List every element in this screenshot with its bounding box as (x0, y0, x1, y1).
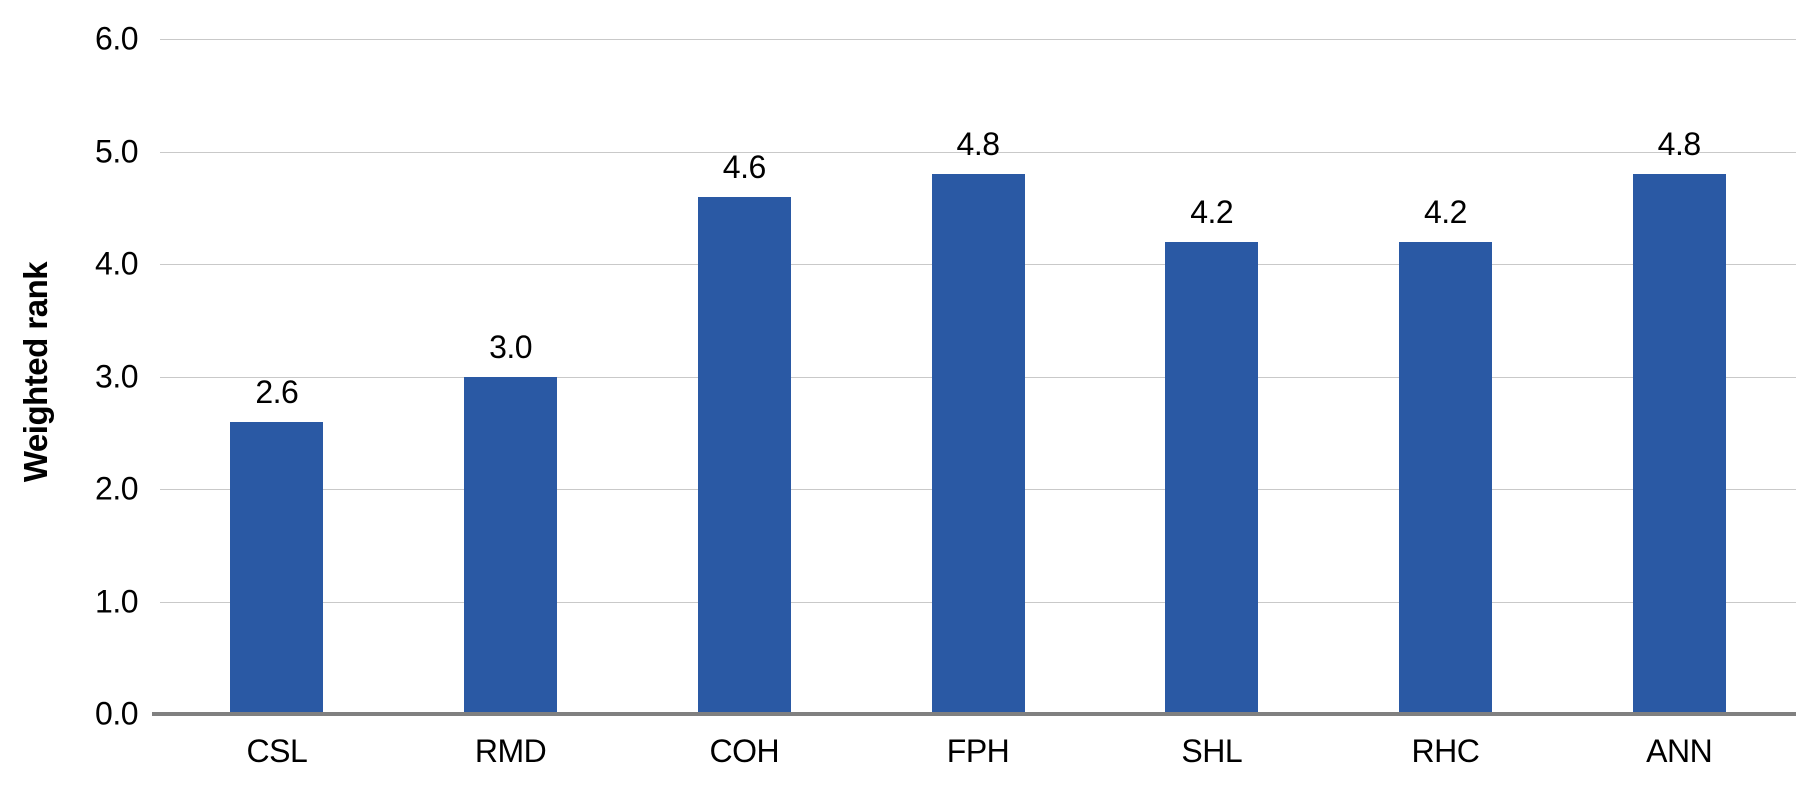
x-axis-labels: CSL RMD COH FPH SHL RHC ANN (160, 733, 1796, 770)
bar-slot-fph: 4.8 (861, 39, 1095, 714)
x-tick-label-shl: SHL (1181, 733, 1243, 769)
data-label: 4.2 (1423, 193, 1467, 230)
x-tick-label-rhc: RHC (1411, 733, 1480, 769)
y-tick-label: 5.0 (95, 133, 138, 169)
data-label: 4.6 (722, 148, 766, 185)
y-axis-title: Weighted rank (17, 261, 54, 483)
x-tick-label-coh: COH (709, 733, 780, 769)
data-label: 2.6 (255, 373, 299, 410)
x-tick-label-ann: ANN (1646, 733, 1713, 769)
x-tick-label-csl: CSL (246, 733, 308, 769)
y-tick-label: 3.0 (95, 358, 138, 394)
plot-area: 6.0 5.0 4.0 3.0 2.0 1.0 0.0 2.6 3.0 4.6 … (95, 21, 1796, 732)
gridline (160, 151, 1796, 153)
bar-csl (230, 421, 324, 714)
data-label: 4.2 (1190, 193, 1234, 230)
bar-fph (931, 174, 1025, 714)
data-label: 3.0 (489, 328, 533, 365)
bar-slot-coh: 4.6 (627, 39, 861, 714)
bar-slot-ann: 4.8 (1562, 39, 1796, 714)
x-tick-label-rmd: RMD (474, 733, 547, 769)
bar-slot-rhc: 4.2 (1329, 39, 1563, 714)
bars-container: 2.6 3.0 4.6 4.8 4.2 4.2 (160, 39, 1796, 714)
x-axis-line (152, 712, 1796, 716)
y-tick-label: 0.0 (95, 695, 138, 732)
bar-slot-csl: 2.6 (160, 39, 394, 714)
y-tick-label: 2.0 (95, 470, 138, 507)
gridline (160, 39, 1796, 40)
bar-shl (1165, 241, 1259, 714)
data-label: 4.8 (1657, 126, 1701, 162)
bar-coh (697, 196, 791, 714)
bar-rhc (1398, 241, 1492, 714)
bar-slot-shl: 4.2 (1095, 39, 1329, 714)
x-tick-label-fph: FPH (946, 733, 1010, 769)
y-tick-label: 6.0 (95, 20, 138, 57)
data-label: 4.8 (956, 126, 1000, 162)
y-tick-label: 1.0 (95, 583, 138, 619)
bar-ann (1632, 174, 1726, 714)
y-tick-label: 4.0 (95, 245, 138, 282)
bar-rmd (464, 376, 558, 714)
bar-slot-rmd: 3.0 (394, 39, 628, 714)
